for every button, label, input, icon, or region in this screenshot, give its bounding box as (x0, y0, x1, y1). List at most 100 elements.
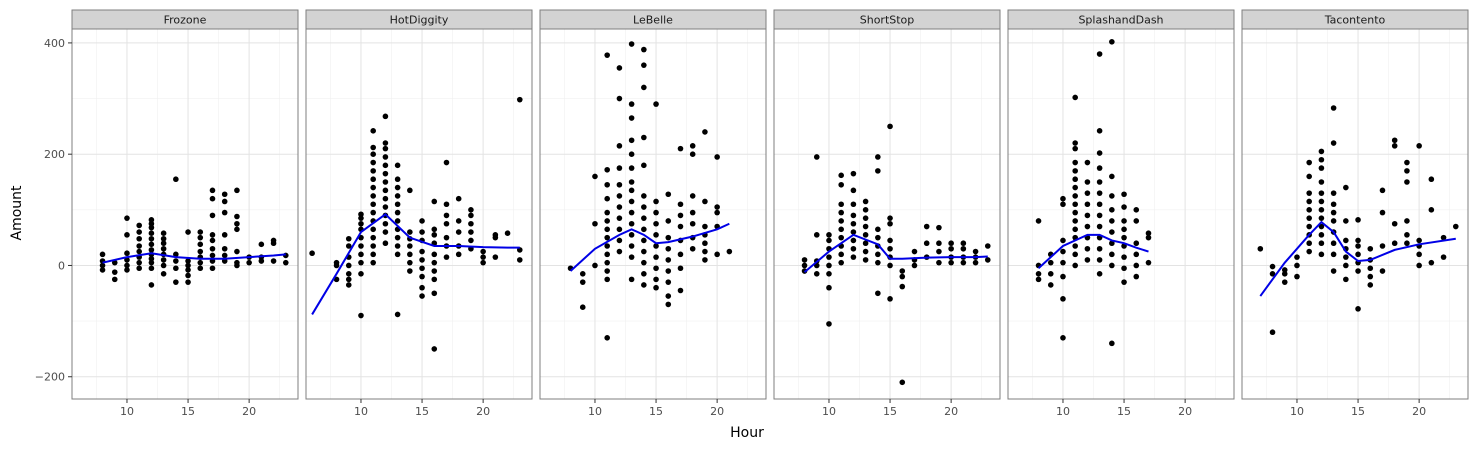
data-point (1404, 240, 1410, 247)
data-point (616, 226, 623, 233)
data-point (641, 282, 647, 288)
smooth-line (803, 233, 988, 273)
data-point (862, 248, 869, 255)
data-point (173, 279, 179, 285)
data-point (616, 181, 623, 188)
data-point (258, 258, 265, 264)
data-point (1121, 234, 1127, 241)
data-point (628, 187, 635, 194)
facet-panel: Tacontento 10 15 20 (1241, 9, 1469, 418)
data-point (1060, 296, 1066, 302)
data-point (1440, 254, 1447, 260)
data-point (1367, 265, 1374, 272)
data-point (702, 223, 708, 230)
data-point (1121, 265, 1127, 272)
x-tick-label: 15 (883, 405, 897, 418)
data-point (579, 304, 586, 311)
data-point (370, 184, 376, 191)
data-point (850, 254, 857, 260)
data-point (628, 232, 635, 238)
data-point (592, 173, 598, 180)
data-point (948, 240, 954, 247)
data-point (1109, 340, 1115, 347)
data-point (1133, 240, 1140, 247)
data-point (443, 159, 450, 166)
data-point (1084, 245, 1091, 252)
data-point (714, 251, 720, 258)
data-point (1121, 204, 1127, 210)
data-point (370, 168, 376, 174)
data-point (579, 279, 586, 285)
data-point (604, 251, 610, 258)
x-tick-label: 10 (1056, 405, 1070, 418)
plot-background (1008, 29, 1234, 399)
data-point (431, 268, 438, 274)
data-point (1096, 271, 1103, 277)
data-point (689, 193, 696, 199)
facet-strip-label: SplashandDash (1078, 14, 1163, 27)
data-point (370, 201, 376, 208)
smooth-line (1259, 220, 1456, 297)
data-point (370, 259, 376, 266)
data-point (1330, 105, 1337, 111)
data-point (616, 193, 623, 199)
data-point (862, 215, 869, 221)
data-point (382, 145, 389, 152)
data-point (270, 258, 277, 264)
data-point (702, 240, 708, 247)
data-point (407, 243, 413, 249)
data-point (1355, 251, 1361, 258)
data-point (173, 176, 179, 183)
data-point (1404, 218, 1410, 224)
data-point (628, 137, 635, 144)
data-point (358, 220, 364, 227)
data-point (136, 265, 142, 272)
data-point (887, 123, 893, 130)
data-point (443, 234, 450, 241)
data-point (653, 101, 659, 107)
data-point (468, 220, 474, 227)
data-point (1318, 165, 1325, 171)
data-point (394, 218, 401, 224)
facet-panel: HotDiggity 10 15 20 (305, 9, 533, 418)
data-point (382, 204, 389, 210)
data-point (677, 287, 684, 294)
x-tick-label: 15 (1117, 405, 1131, 418)
data-point (641, 271, 647, 277)
data-point (887, 237, 893, 244)
data-point (1269, 263, 1276, 270)
data-point (826, 232, 832, 238)
data-point (419, 293, 425, 299)
data-point (1318, 240, 1325, 247)
data-point (1109, 218, 1115, 224)
data-point (1343, 218, 1349, 224)
data-point (1330, 209, 1337, 216)
data-point (197, 259, 204, 266)
data-point (665, 257, 672, 263)
data-point (382, 187, 389, 194)
data-point (641, 215, 647, 221)
data-point (653, 284, 659, 291)
data-point (370, 243, 376, 249)
facet-panel: Frozone 10 15 20 (71, 9, 299, 418)
data-point (1072, 243, 1078, 249)
data-point (850, 229, 857, 235)
data-point (850, 212, 857, 219)
data-point (1133, 273, 1140, 280)
data-point (1318, 198, 1325, 205)
data-point (455, 218, 462, 224)
data-point (1379, 243, 1386, 249)
data-point (875, 154, 881, 160)
data-point (1355, 237, 1361, 244)
data-point (726, 248, 733, 255)
data-point (1109, 193, 1115, 199)
data-point (455, 229, 462, 235)
data-point (1060, 273, 1066, 280)
data-point (628, 209, 635, 216)
data-point (419, 257, 425, 263)
data-point (431, 232, 438, 238)
data-point (234, 259, 240, 266)
data-point (345, 271, 352, 277)
data-point (1391, 240, 1398, 247)
data-point (1096, 201, 1103, 208)
